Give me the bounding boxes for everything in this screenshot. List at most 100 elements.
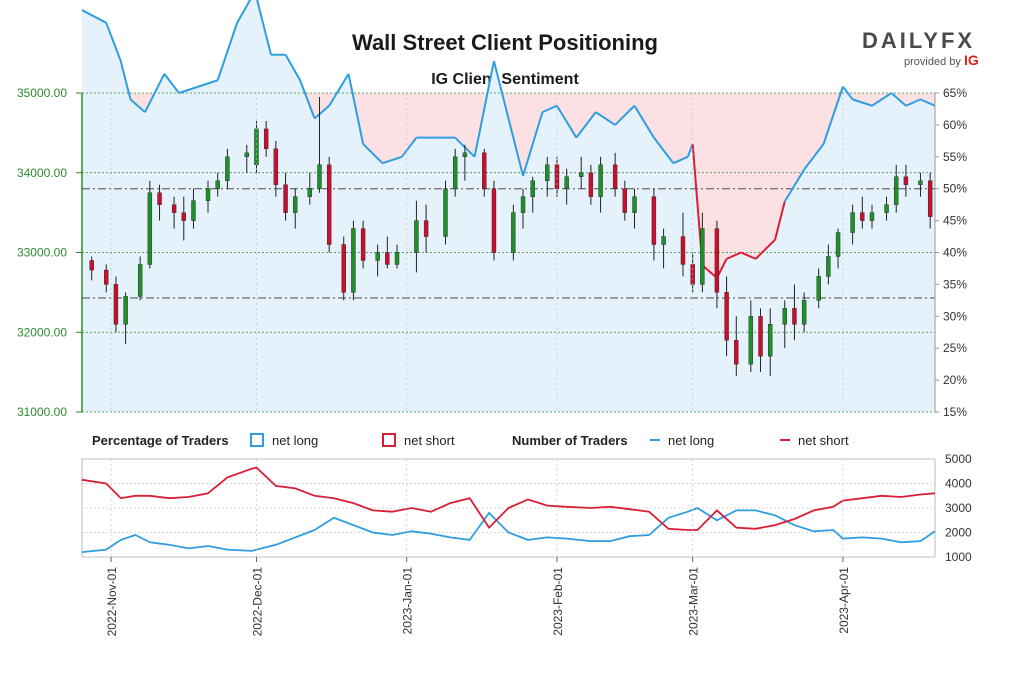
candle-body <box>147 192 153 265</box>
candle-body <box>171 204 177 213</box>
candle-body <box>326 164 332 245</box>
sentiment-segment <box>299 79 316 119</box>
pct-tick-label: 55% <box>943 150 967 164</box>
candle-body <box>782 308 787 325</box>
candle-body <box>307 188 312 197</box>
candle-body <box>632 196 637 213</box>
candle-body <box>181 212 186 221</box>
sentiment-segment <box>362 143 384 164</box>
candle-body <box>137 264 143 297</box>
candle-body <box>225 156 230 181</box>
sentiment-segment <box>522 111 544 177</box>
candle-body <box>191 200 196 221</box>
sentiment-segment <box>842 86 854 100</box>
legend-short-swatch <box>382 433 396 447</box>
candle-body <box>860 212 865 221</box>
sentiment-segment <box>803 143 825 171</box>
candle-body <box>734 340 739 365</box>
sentiment-segment <box>216 22 239 81</box>
sentiment-line-group <box>81 0 936 279</box>
candle-body <box>157 192 162 205</box>
net-short-area <box>82 0 935 278</box>
candle-body <box>123 296 128 325</box>
traders-net-long-line <box>81 506 936 553</box>
sentiment-segment <box>740 251 757 260</box>
sentiment-segment <box>382 155 403 165</box>
candle-body <box>205 188 211 201</box>
candle-body <box>816 276 821 301</box>
candle-body <box>263 128 269 150</box>
candle-body <box>918 180 923 185</box>
sentiment-segment <box>81 9 107 24</box>
sentiment-segment <box>347 73 365 145</box>
pct-tick-label: 20% <box>943 373 967 387</box>
candle-body <box>283 184 288 213</box>
candle-body <box>758 316 763 357</box>
traders-net-short-line <box>81 466 936 531</box>
candle-body <box>520 196 526 213</box>
sentiment-segment <box>595 111 616 126</box>
legend-pct-short: net short <box>382 433 455 448</box>
candle-body <box>792 308 797 325</box>
candle-body <box>700 228 705 285</box>
candle-body <box>273 148 279 185</box>
pct-tick-label: 35% <box>943 277 967 291</box>
traders-tick-label: 1000 <box>945 550 972 564</box>
traders-tick-label: 2000 <box>945 526 972 540</box>
candle-body <box>578 172 584 177</box>
pct-tick-label: 60% <box>943 118 967 132</box>
price-tick-label: 31000.00 <box>17 405 67 419</box>
pct-tick-label: 30% <box>943 309 967 323</box>
net-long-area <box>82 0 935 412</box>
candle-body <box>360 228 366 261</box>
traders-tick-label: 4000 <box>945 477 972 491</box>
sentiment-segment <box>542 104 558 114</box>
candle-body <box>423 220 429 237</box>
logo-wordmark: DAILYFX <box>862 28 976 53</box>
traders-tick-label: 3000 <box>945 501 972 515</box>
candle-body <box>869 212 875 221</box>
legend-pct-heading: Percentage of Traders <box>92 433 229 448</box>
sentiment-segment <box>401 137 418 158</box>
legend-num-long: net long <box>650 433 714 448</box>
sentiment-segment <box>328 73 350 107</box>
sentiment-segment <box>575 111 597 139</box>
date-tick-label: 2022-Nov-01 <box>105 567 119 637</box>
candle-body <box>768 324 773 357</box>
date-tick-label: 2022-Dec-01 <box>250 567 264 637</box>
sentiment-segment <box>507 118 525 177</box>
chart-title: Wall Street Client Positioning <box>352 30 658 55</box>
traders-tick-label: 5000 <box>945 452 972 466</box>
candle-body <box>104 269 109 285</box>
sentiment-segment <box>178 85 199 94</box>
sentiment-segment <box>754 239 776 260</box>
candle-body <box>884 204 889 213</box>
candle-body <box>317 164 322 189</box>
sentiment-segment <box>701 264 718 279</box>
legend-long-swatch <box>250 433 264 447</box>
legend-long-line <box>650 439 660 441</box>
candle-body <box>545 164 550 181</box>
pct-tick-label: 50% <box>943 182 967 196</box>
candle-body <box>622 188 628 213</box>
sentiment-segment <box>492 60 510 119</box>
candle-body <box>394 252 400 265</box>
legend-short-line <box>780 439 790 441</box>
pct-tick-label: 15% <box>943 405 967 419</box>
candle-body <box>215 180 220 189</box>
candle-body <box>748 316 754 365</box>
candle-body <box>385 252 390 265</box>
candle-body <box>89 260 94 271</box>
candle-body <box>482 152 487 189</box>
date-tick-label: 2023-Feb-01 <box>551 567 565 636</box>
candle-body <box>293 196 298 213</box>
candle-body <box>375 252 380 261</box>
candle-body <box>850 212 855 233</box>
legend-num-short: net short <box>780 433 849 448</box>
candle-body <box>530 180 535 197</box>
candle-body <box>564 176 569 189</box>
sentiment-segment <box>783 169 805 202</box>
candle-body <box>598 164 603 197</box>
price-tick-label: 34000.00 <box>17 166 67 180</box>
candle-body <box>443 188 448 237</box>
